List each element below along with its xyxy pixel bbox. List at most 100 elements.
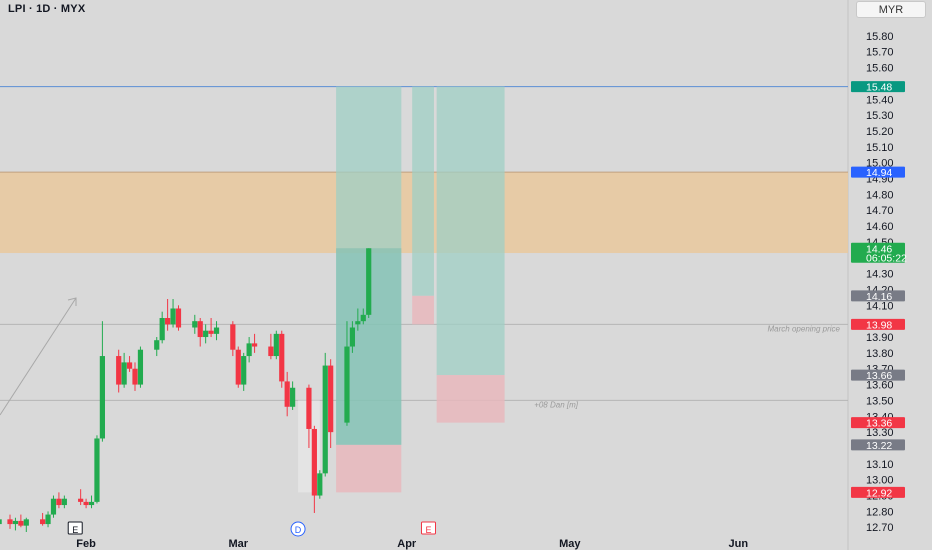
- y-tick-label: 12.80: [866, 506, 894, 518]
- x-tick-label: Feb: [76, 538, 96, 550]
- candle-body: [23, 519, 29, 526]
- price-tag: [851, 369, 905, 381]
- event-marker-label: E: [72, 525, 78, 535]
- candle-body: [137, 349, 144, 385]
- candle-body: [83, 501, 89, 506]
- event-marker-label: E: [425, 525, 431, 535]
- position-target-zone: [436, 86, 505, 376]
- y-tick-label: 14.70: [866, 205, 894, 217]
- price-tag-label: 13.66: [866, 370, 892, 382]
- price-tag-label: 13.36: [866, 418, 892, 430]
- price-tag: [851, 318, 905, 330]
- price-tag-label: 14.16: [866, 291, 892, 303]
- y-tick-label: 12.70: [866, 522, 894, 534]
- y-tick-label: 13.30: [866, 427, 894, 439]
- event-marker-label: D: [295, 525, 302, 535]
- candle-body: [208, 330, 214, 334]
- candle-body: [366, 248, 372, 315]
- y-tick-label: 15.00: [866, 158, 894, 170]
- candle-body: [132, 368, 138, 385]
- x-tick-label: Jun: [729, 538, 749, 550]
- y-tick-label: 13.00: [866, 475, 894, 487]
- price-tag-label: 14.46: [866, 243, 892, 255]
- candle-body: [61, 498, 67, 506]
- candle-body: [18, 520, 24, 526]
- y-tick-label: 13.10: [866, 459, 894, 471]
- candle-body: [56, 498, 62, 506]
- candle-body: [344, 346, 350, 423]
- y-tick-label: 13.90: [866, 332, 894, 344]
- price-tag: [851, 439, 905, 451]
- price-tag-label: 15.48: [866, 82, 892, 94]
- price-tag: [851, 81, 905, 93]
- candle-body: [360, 314, 366, 322]
- currency-selector[interactable]: MYR: [856, 1, 926, 18]
- y-tick-label: 14.80: [866, 189, 894, 201]
- y-tick-label: 15.80: [866, 31, 894, 43]
- candle-body: [197, 321, 203, 338]
- candle-body: [241, 356, 247, 385]
- candle-body: [126, 362, 133, 369]
- candle-body: [306, 387, 312, 429]
- x-tick-label: Mar: [228, 538, 248, 550]
- y-tick-label: 14.60: [866, 221, 894, 233]
- price-tag-label: 14.94: [866, 167, 892, 179]
- x-tick-label: May: [559, 538, 581, 550]
- candle-body: [45, 514, 51, 525]
- y-tick-label: 14.10: [866, 300, 894, 312]
- candle-body: [213, 327, 220, 334]
- candle-body: [328, 365, 334, 433]
- price-tag-label: 13.22: [866, 440, 892, 452]
- position-stop-zone: [436, 375, 505, 423]
- candle-body: [50, 498, 57, 515]
- position-stop-zone: [336, 444, 402, 493]
- position-target-zone: [412, 86, 434, 296]
- y-tick-label: 13.50: [866, 395, 894, 407]
- level-label: +08 Dan [m]: [534, 400, 579, 409]
- candle-body: [12, 520, 19, 525]
- candle-body: [322, 365, 328, 474]
- price-tag: [851, 166, 905, 178]
- y-tick-label: 15.30: [866, 110, 894, 122]
- candle-body: [99, 356, 105, 439]
- candle-body: [159, 318, 165, 341]
- price-tag-label: 13.98: [866, 319, 892, 331]
- earnings-marker: [67, 521, 83, 535]
- price-tag: [851, 486, 905, 498]
- candle-body: [116, 356, 122, 385]
- earnings-marker: [420, 521, 436, 535]
- candle-body: [355, 321, 361, 325]
- y-tick-label: 15.20: [866, 126, 894, 138]
- candle-body: [170, 308, 176, 325]
- candle-body: [273, 333, 279, 357]
- candle-body: [192, 321, 198, 328]
- candle-body: [251, 343, 258, 347]
- candle-body: [235, 349, 241, 385]
- level-label: March opening price: [768, 324, 841, 333]
- price-tag-countdown: 06:05:22: [866, 252, 907, 264]
- dividend-marker: [290, 521, 306, 537]
- price-tag-label: 12.92: [866, 487, 892, 499]
- candle-body: [290, 387, 296, 407]
- candle-body: [317, 473, 323, 496]
- y-tick-label: 15.10: [866, 142, 894, 154]
- y-tick-label: 15.60: [866, 63, 894, 75]
- candle-body: [246, 343, 252, 357]
- candle-body: [78, 498, 84, 502]
- candle-body: [268, 346, 274, 357]
- candle-body: [94, 438, 100, 502]
- price-tag: [851, 290, 905, 302]
- chart-title: LPI · 1D · MYX: [8, 3, 86, 15]
- price-tag: [851, 242, 905, 263]
- price-tag: [851, 417, 905, 429]
- candle-body: [165, 318, 171, 325]
- candle-body: [121, 362, 127, 385]
- y-tick-label: 15.70: [866, 47, 894, 59]
- y-tick-label: 13.80: [866, 348, 894, 360]
- candle-body: [175, 308, 182, 328]
- candle-body: [7, 519, 13, 525]
- candle-body: [0, 519, 2, 525]
- candle-body: [40, 519, 46, 525]
